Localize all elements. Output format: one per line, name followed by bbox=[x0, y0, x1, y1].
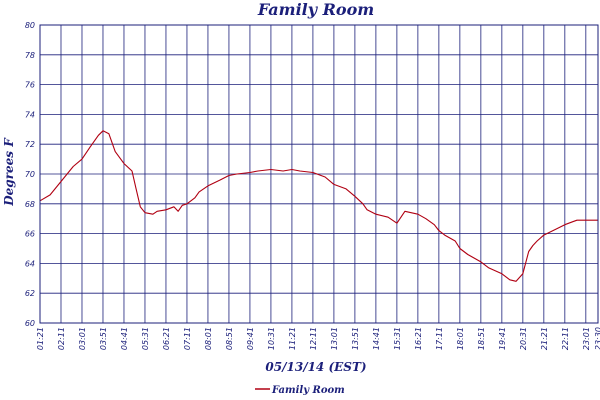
legend-label: Family Room bbox=[271, 385, 345, 396]
x-tick-label: 20:31 bbox=[519, 327, 528, 350]
x-tick-label: 13:51 bbox=[351, 327, 360, 350]
series-line bbox=[39, 130, 598, 282]
x-tick-label: 19:41 bbox=[498, 327, 507, 350]
x-tick-label: 03:51 bbox=[99, 327, 108, 350]
x-tick-label: 17:11 bbox=[435, 327, 444, 350]
x-tick-label: 23:30 bbox=[594, 327, 600, 350]
x-tick-label: 04:41 bbox=[120, 327, 129, 350]
y-tick-label: 70 bbox=[25, 170, 35, 179]
x-tick-label: 22:11 bbox=[561, 327, 570, 350]
x-tick-label: 23:01 bbox=[582, 327, 591, 350]
x-tick-label: 02:11 bbox=[57, 327, 66, 350]
x-tick-labels: 01:21 02:11 03:01 03:51 04:41 05:31 06:21 07:11… bbox=[36, 327, 600, 350]
y-tick-label: 64 bbox=[25, 259, 35, 268]
x-tick-label: 15:31 bbox=[393, 327, 402, 350]
chart-title: Family Room bbox=[257, 0, 374, 19]
x-tick-label: 08:01 bbox=[204, 327, 213, 350]
y-axis-label: Degrees F bbox=[2, 137, 16, 207]
y-tick-label: 76 bbox=[25, 81, 35, 90]
x-tick-label: 09:41 bbox=[246, 327, 255, 350]
plot-frame bbox=[39, 24, 599, 324]
x-tick-label: 12:11 bbox=[309, 327, 318, 350]
y-tick-label: 72 bbox=[25, 140, 35, 149]
x-tick-label: 11:21 bbox=[288, 327, 297, 350]
x-tick-label: 06:21 bbox=[162, 327, 171, 350]
x-tick-label: 18:51 bbox=[477, 327, 486, 350]
x-tick-label: 18:01 bbox=[456, 327, 465, 350]
y-tick-label: 66 bbox=[25, 230, 35, 239]
x-axis-label: 05/13/14 (EST) bbox=[265, 360, 366, 374]
x-tick-label: 03:01 bbox=[78, 327, 87, 350]
x-tick-label: 05:31 bbox=[141, 327, 150, 350]
x-tick-label: 10:31 bbox=[267, 327, 276, 350]
x-tick-label: 14:41 bbox=[372, 327, 381, 350]
series-layer bbox=[39, 130, 598, 282]
x-tick-label: 13:01 bbox=[330, 327, 339, 350]
x-tick-label: 01:21 bbox=[36, 327, 45, 350]
x-tick-label: 08:51 bbox=[225, 327, 234, 350]
y-tick-label: 80 bbox=[25, 21, 35, 30]
x-tick-label: 16:21 bbox=[414, 327, 423, 350]
y-tick-label: 78 bbox=[25, 51, 35, 60]
y-tick-label: 62 bbox=[25, 289, 35, 298]
x-tick-label: 21:21 bbox=[540, 327, 549, 350]
x-tick-label: 07:11 bbox=[183, 327, 192, 350]
y-tick-labels: 60 62 64 66 68 70 72 74 76 78 80 bbox=[25, 21, 35, 328]
y-tick-label: 68 bbox=[25, 200, 35, 209]
y-tick-label: 60 bbox=[25, 319, 35, 328]
legend: Family Room bbox=[255, 385, 345, 396]
y-tick-label: 74 bbox=[25, 110, 35, 119]
